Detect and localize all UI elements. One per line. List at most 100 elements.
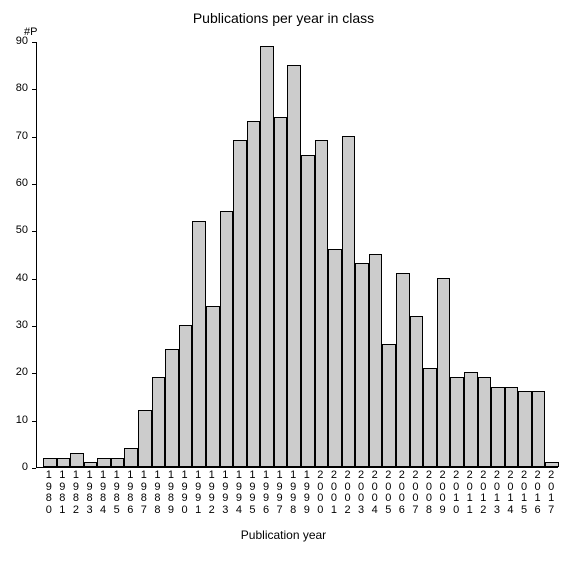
bar bbox=[355, 263, 369, 467]
bar bbox=[478, 377, 492, 467]
bar bbox=[165, 349, 179, 467]
bar bbox=[464, 372, 478, 467]
y-tick bbox=[32, 231, 36, 232]
bar bbox=[396, 273, 410, 467]
bar bbox=[138, 410, 152, 467]
bar bbox=[505, 387, 519, 467]
bar bbox=[437, 278, 451, 467]
bar bbox=[410, 316, 424, 467]
y-tick bbox=[32, 279, 36, 280]
x-tick-label: 2 0 0 8 bbox=[422, 470, 436, 516]
y-tick-label: 30 bbox=[0, 319, 28, 331]
y-tick bbox=[32, 373, 36, 374]
bar bbox=[192, 221, 206, 467]
x-tick-label: 1 9 9 4 bbox=[232, 470, 246, 516]
x-tick-label: 1 9 8 3 bbox=[83, 470, 97, 516]
x-tick-label: 1 9 8 2 bbox=[69, 470, 83, 516]
y-tick-label: 10 bbox=[0, 414, 28, 426]
bar bbox=[220, 211, 234, 467]
x-tick-label: 1 9 8 6 bbox=[123, 470, 137, 516]
bar bbox=[84, 462, 98, 467]
x-tick-label: 1 9 9 3 bbox=[219, 470, 233, 516]
x-tick-label: 2 0 1 5 bbox=[517, 470, 531, 516]
bar bbox=[369, 254, 383, 467]
x-tick-label: 1 9 9 7 bbox=[273, 470, 287, 516]
x-tick-label: 2 0 0 2 bbox=[341, 470, 355, 516]
y-tick-label: 70 bbox=[0, 130, 28, 142]
bar bbox=[70, 453, 84, 467]
bar bbox=[532, 391, 546, 467]
bar-chart: Publications per year in class #P Public… bbox=[0, 0, 567, 567]
x-tick-label: 2 0 0 9 bbox=[436, 470, 450, 516]
x-tick-label: 2 0 1 7 bbox=[544, 470, 558, 516]
x-tick-label: 1 9 9 8 bbox=[286, 470, 300, 516]
bar bbox=[111, 458, 125, 467]
x-tick-label: 2 0 0 5 bbox=[381, 470, 395, 516]
bar bbox=[179, 325, 193, 467]
x-tick-label: 1 9 9 5 bbox=[246, 470, 260, 516]
plot-area bbox=[36, 42, 558, 468]
x-tick-label: 2 0 1 0 bbox=[449, 470, 463, 516]
y-tick bbox=[32, 184, 36, 185]
x-tick-label: 1 9 8 8 bbox=[151, 470, 165, 516]
x-tick-label: 2 0 1 4 bbox=[504, 470, 518, 516]
bar bbox=[43, 458, 57, 467]
x-tick-label: 2 0 1 2 bbox=[477, 470, 491, 516]
y-tick-label: 60 bbox=[0, 177, 28, 189]
x-tick-label: 1 9 9 1 bbox=[191, 470, 205, 516]
bar bbox=[57, 458, 71, 467]
bar bbox=[233, 140, 247, 467]
x-tick-label: 2 0 0 4 bbox=[368, 470, 382, 516]
x-tick-label: 2 0 0 1 bbox=[327, 470, 341, 516]
bar bbox=[301, 155, 315, 467]
x-tick-label: 2 0 1 1 bbox=[463, 470, 477, 516]
y-tick bbox=[32, 421, 36, 422]
bar bbox=[260, 46, 274, 467]
bar bbox=[97, 458, 111, 467]
y-tick bbox=[32, 326, 36, 327]
x-tick-label: 1 9 9 6 bbox=[259, 470, 273, 516]
x-tick-label: 1 9 8 5 bbox=[110, 470, 124, 516]
x-tick-label: 1 9 9 0 bbox=[178, 470, 192, 516]
x-tick-label: 1 9 8 0 bbox=[42, 470, 56, 516]
bar bbox=[382, 344, 396, 467]
bar bbox=[152, 377, 166, 467]
y-tick-label: 0 bbox=[0, 461, 28, 473]
bar bbox=[342, 136, 356, 467]
x-tick-label: 1 9 8 4 bbox=[96, 470, 110, 516]
y-tick bbox=[32, 468, 36, 469]
x-tick-label: 2 0 0 3 bbox=[354, 470, 368, 516]
x-tick-label: 2 0 1 3 bbox=[490, 470, 504, 516]
y-tick-label: 50 bbox=[0, 224, 28, 236]
x-tick-label: 1 9 9 2 bbox=[205, 470, 219, 516]
bar bbox=[423, 368, 437, 467]
x-tick-label: 2 0 0 0 bbox=[314, 470, 328, 516]
bar bbox=[450, 377, 464, 467]
y-tick-label: 40 bbox=[0, 272, 28, 284]
x-tick-label: 1 9 8 7 bbox=[137, 470, 151, 516]
x-tick-label: 1 9 8 9 bbox=[164, 470, 178, 516]
x-axis-label: Publication year bbox=[0, 528, 567, 542]
bar bbox=[545, 462, 559, 467]
bar bbox=[287, 65, 301, 467]
y-tick bbox=[32, 89, 36, 90]
bar bbox=[206, 306, 220, 467]
chart-title: Publications per year in class bbox=[0, 10, 567, 26]
y-tick bbox=[32, 137, 36, 138]
bar bbox=[124, 448, 138, 467]
bar bbox=[328, 249, 342, 467]
y-tick-label: 80 bbox=[0, 82, 28, 94]
x-tick-label: 2 0 0 6 bbox=[395, 470, 409, 516]
bar bbox=[518, 391, 532, 467]
y-tick bbox=[32, 42, 36, 43]
x-tick-label: 1 9 8 1 bbox=[56, 470, 70, 516]
bar bbox=[247, 121, 261, 467]
x-tick-label: 2 0 1 6 bbox=[531, 470, 545, 516]
x-tick-label: 2 0 0 7 bbox=[409, 470, 423, 516]
y-tick-label: 20 bbox=[0, 366, 28, 378]
y-tick-label: 90 bbox=[0, 35, 28, 47]
x-tick-label: 1 9 9 9 bbox=[300, 470, 314, 516]
bar bbox=[491, 387, 505, 467]
bar bbox=[274, 117, 288, 467]
bar bbox=[315, 140, 329, 467]
